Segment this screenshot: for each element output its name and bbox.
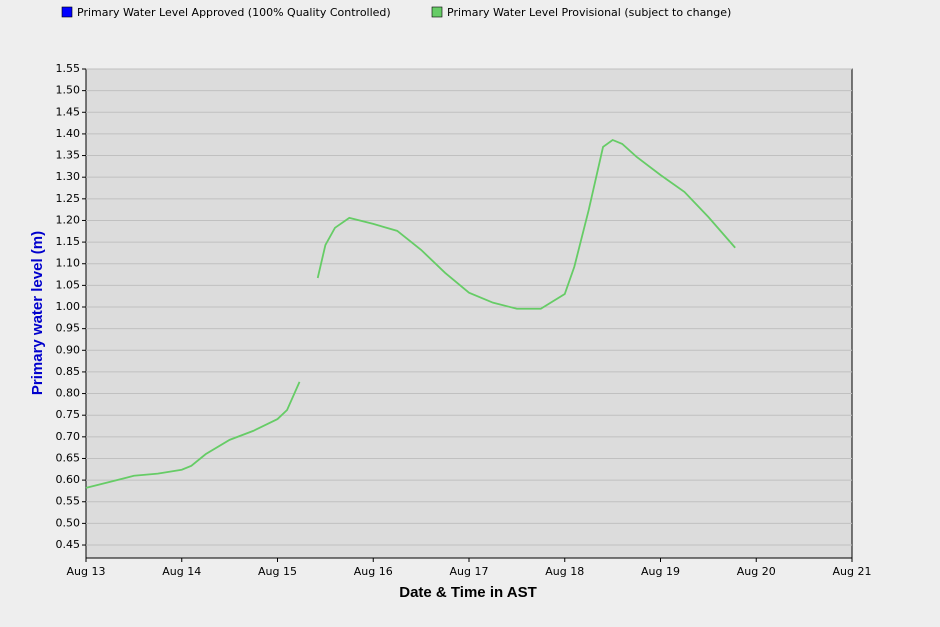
y-tick-label: 0.85 (56, 365, 81, 378)
y-tick-label: 0.80 (56, 387, 81, 400)
data-line (316, 138, 736, 310)
y-tick-label: 0.95 (56, 322, 81, 335)
x-tick-label: Aug 17 (450, 565, 489, 578)
legend-label: Primary Water Level Provisional (subject… (447, 6, 731, 19)
y-tick-label: 1.35 (56, 149, 81, 162)
x-tick-label: Aug 18 (545, 565, 584, 578)
legend-label: Primary Water Level Approved (100% Quali… (77, 6, 391, 19)
y-tick-label: 1.55 (56, 62, 81, 75)
x-tick-label: Aug 15 (258, 565, 297, 578)
legend-swatch (431, 6, 443, 18)
y-tick-label: 0.65 (56, 451, 81, 464)
plot-area (85, 68, 853, 559)
y-tick-label: 1.10 (56, 257, 81, 270)
y-tick-label: 0.60 (56, 473, 81, 486)
y-tick-label: 0.70 (56, 430, 81, 443)
y-tick-label: 1.05 (56, 278, 81, 291)
y-tick-label: 1.20 (56, 213, 81, 226)
legend-swatch (61, 6, 73, 18)
x-axis-title: Date & Time in AST (399, 584, 537, 601)
y-tick-label: 1.00 (56, 300, 81, 313)
x-tick-label: Aug 13 (67, 565, 106, 578)
y-tick-label: 1.30 (56, 170, 81, 183)
y-tick-label: 1.40 (56, 127, 81, 140)
data-line (85, 381, 301, 489)
y-tick-label: 0.55 (56, 495, 81, 508)
y-axis-title: Primary water level (m) (29, 231, 46, 395)
y-tick-label: 1.50 (56, 84, 81, 97)
x-tick-label: Aug 19 (641, 565, 680, 578)
x-tick-label: Aug 16 (354, 565, 393, 578)
y-tick-label: 0.90 (56, 343, 81, 356)
x-tick-label: Aug 14 (162, 565, 201, 578)
y-tick-label: 1.15 (56, 235, 81, 248)
y-tick-label: 0.75 (56, 408, 81, 421)
y-tick-label: 0.45 (56, 538, 81, 551)
x-tick-label: Aug 20 (737, 565, 776, 578)
y-tick-label: 1.45 (56, 105, 81, 118)
y-tick-label: 0.50 (56, 516, 81, 529)
x-tick-label: Aug 21 (833, 565, 872, 578)
y-tick-label: 1.25 (56, 192, 81, 205)
